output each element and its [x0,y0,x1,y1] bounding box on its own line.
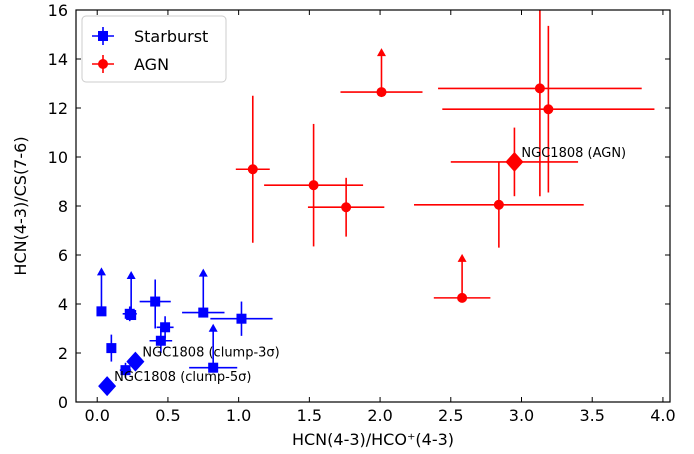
data-point [150,296,161,307]
highlight-label: NGC1808 (clump-5σ) [114,370,251,385]
x-axis-title: HCN(4-3)/HCO⁺(4-3) [292,430,454,449]
y-tick-label: 2 [58,344,68,363]
data-point [96,306,107,317]
data-point [126,310,137,321]
data-point [106,343,117,354]
legend-box [81,15,227,83]
data-point [120,365,131,376]
data-layer: NGC1808 (AGN) NGC1808 (clump-3σ) NGC1808 (… [96,10,655,397]
x-tick-label: 2.0 [367,406,392,425]
lower-limit-arrow-icon [126,271,136,280]
data-point [198,307,209,318]
highlight-diamond [505,151,524,172]
x-tick-label: 0.0 [84,406,109,425]
axes-layer: 0.0 0.5 1.0 1.5 2.0 2.5 3.0 3.5 4.0 0 2 4 6 8 10 12 14 1… [11,1,676,449]
lower-limit-arrow-icon [376,48,386,57]
data-point [493,199,504,210]
series-agn [235,10,655,303]
x-tick-label: 1.0 [226,406,251,425]
y-tick-label: 16 [48,1,68,20]
y-tick-label: 4 [58,295,68,314]
highlight-label: NGC1808 (clump-3σ) [142,346,279,361]
lower-limit-arrow-icon [457,253,467,262]
x-tick-label: 1.5 [297,406,322,425]
data-point [247,164,258,175]
data-point [534,83,545,94]
data-point [160,322,171,333]
x-axis-ticks: 0.0 0.5 1.0 1.5 2.0 2.5 3.0 3.5 4.0 [84,10,676,425]
data-point [208,362,219,373]
x-tick-label: 0.5 [155,406,180,425]
lower-limit-arrow-icon [198,268,208,277]
data-point [308,180,319,191]
data-point [341,202,352,213]
x-tick-label: 2.5 [438,406,463,425]
x-tick-label: 3.5 [579,406,604,425]
lower-limit-arrow-icon [96,267,106,276]
data-point [457,292,468,303]
lower-limit-arrow-icon [208,323,218,332]
legend-entry: Starburst [92,27,208,46]
y-axis-ticks: 0 2 4 6 8 10 12 14 16 [48,1,670,412]
y-axis-title: HCN(4-3)/CS(7-6) [11,136,30,275]
highlight-diamond [98,376,117,397]
highlight-diamond [126,351,145,372]
legend-square-icon [98,31,108,41]
y-tick-label: 14 [48,50,68,69]
y-tick-label: 6 [58,246,68,265]
data-point [236,313,247,324]
ngc1808-highlights: NGC1808 (AGN) NGC1808 (clump-3σ) NGC1808 (… [98,127,626,397]
x-tick-label: 3.0 [509,406,534,425]
legend-label: Starburst [134,27,208,46]
legend-circle-icon [98,59,108,69]
y-tick-label: 0 [58,393,68,412]
legend-label: AGN [134,55,169,74]
y-tick-label: 10 [48,148,68,167]
series-starburst [96,267,273,378]
x-tick-label: 4.0 [650,406,675,425]
highlight-label: NGC1808 (AGN) [521,146,626,161]
y-tick-label: 12 [48,99,68,118]
y-tick-label: 8 [58,197,68,216]
legend: Starburst AGN [81,15,227,83]
legend-entry: AGN [92,55,169,74]
data-point [543,104,554,115]
data-point [155,335,166,346]
data-point [376,87,387,98]
